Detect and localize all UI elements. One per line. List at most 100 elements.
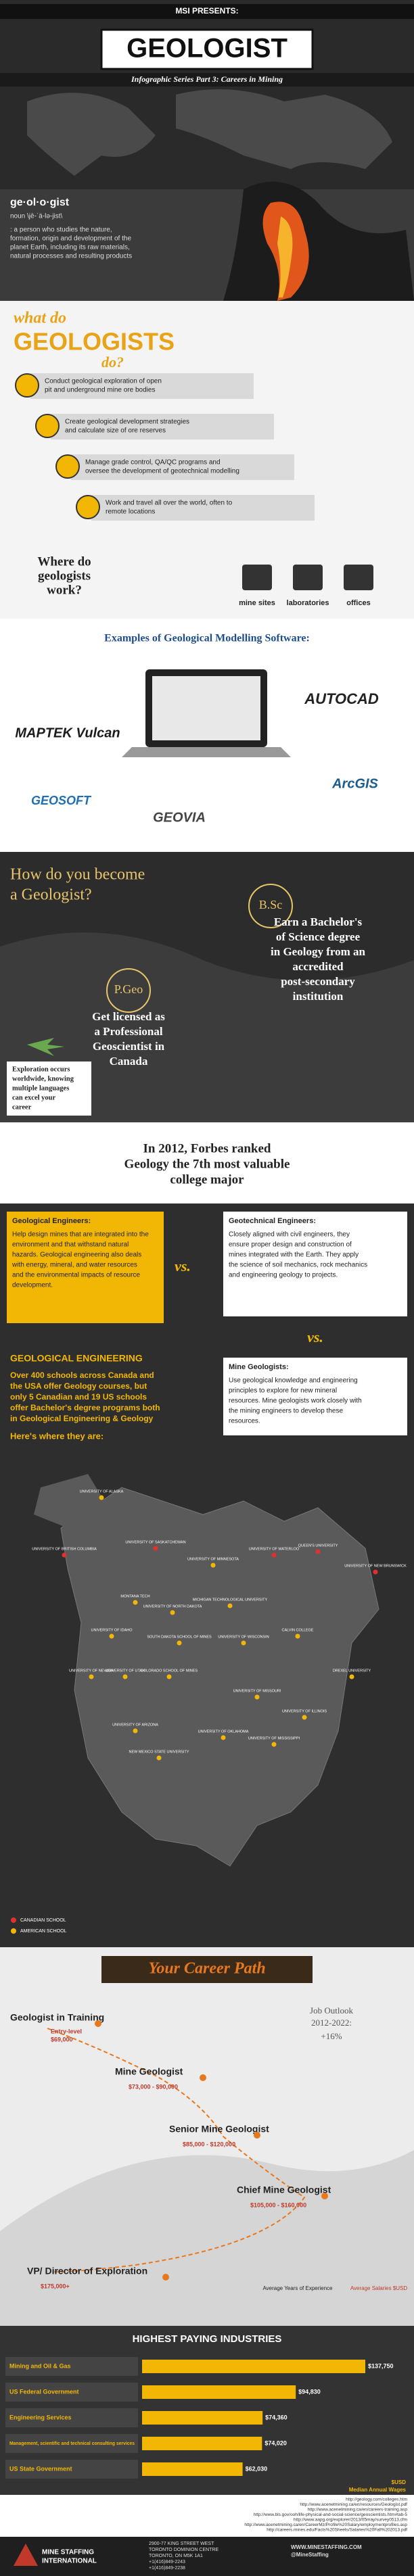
logo-icon (14, 2544, 38, 2566)
school-label: UNIVERSITY OF BRITISH COLUMBIA (32, 1547, 97, 1551)
school-label: UNIVERSITY OF ARIZONA (112, 1723, 158, 1727)
comparison-text: development. (12, 1282, 53, 1289)
footer-bg (0, 2537, 414, 2576)
duty-icon (15, 373, 39, 398)
title-box (100, 28, 314, 70)
school-dot (177, 1640, 182, 1646)
stage-pay: $105,000 - $160,000 (250, 2201, 306, 2208)
industry-bar (142, 2437, 262, 2450)
duty-bar (30, 373, 254, 399)
school-dot (241, 1640, 246, 1646)
definition-line: formation, origin and development of the (10, 235, 131, 243)
school-label: UNIVERSITY OF NEW BRUNSWICK (344, 1564, 407, 1568)
school-dot (89, 1674, 94, 1679)
comparison-text: Closely aligned with civil engineers, th… (229, 1231, 350, 1239)
step-text: Canada (110, 1055, 148, 1068)
software-logo: AUTOCAD (304, 690, 379, 707)
career-path-line (47, 2028, 306, 2272)
stage-title: Mine Geologist (115, 2066, 183, 2077)
workplaces-heading: geologists (38, 569, 91, 583)
comparison-text: resources. Mine geologists work closely … (229, 1398, 362, 1405)
school-label: UNIVERSITY OF NORTH DAKOTA (143, 1604, 202, 1608)
industry-label-bg (5, 2408, 138, 2427)
career-legend: Average Salaries $USD (350, 2285, 408, 2291)
comparison-text: ensure proper design and construction of (229, 1241, 352, 1249)
comparison-text: the science of soil mechanics, rock mech… (229, 1262, 367, 1269)
comparison-title: Geological Engineers: (12, 1217, 91, 1225)
web-line: WWW.MINESTAFFING.COM (291, 2544, 362, 2550)
comparison-title: Geotechnical Engineers: (229, 1217, 316, 1225)
industry-label-bg (5, 2383, 138, 2402)
school-dot (166, 1674, 172, 1679)
workplaces-heading: Where do (37, 554, 91, 569)
industry-value: $62,030 (246, 2465, 268, 2472)
school-dot (271, 1552, 277, 1558)
definition-line: planet Earth, including its raw material… (10, 244, 130, 252)
workplaces-heading: work? (47, 583, 82, 597)
laptop-base (122, 747, 291, 757)
outlook: 2012-2022: (311, 2018, 352, 2028)
industries-unit: $USD (392, 2479, 407, 2485)
outlook: Job Outlook (310, 2005, 353, 2016)
step-label: B.Sc (259, 898, 283, 911)
school-label: UNIVERSITY OF OKLAHOMA (198, 1730, 249, 1734)
mine-landscape (0, 2150, 414, 2326)
industry-bar (142, 2411, 263, 2425)
software-logo: MAPTEK Vulcan (15, 725, 120, 740)
step-text: post-secondary (281, 975, 355, 988)
career-title: Your Career Path (148, 1960, 265, 1978)
schools-text: in Geological Engineering & Geology (10, 1414, 154, 1423)
school-dot (349, 1674, 354, 1679)
step-text: Get licensed as (92, 1010, 165, 1023)
step-label: P.Geo (114, 982, 143, 996)
vs-label: vs. (175, 1258, 191, 1274)
school-dot (373, 1569, 378, 1575)
industry-label-bg (5, 2460, 138, 2479)
outlook: +16% (321, 2031, 342, 2041)
web-line: @MineStaffing (291, 2552, 329, 2558)
presents-bar (0, 4, 414, 19)
duty-bar (91, 495, 315, 521)
note-box (7, 1062, 91, 1116)
presents: MSI PRESENTS: (175, 6, 238, 16)
industry-bar (142, 2462, 243, 2476)
step-text: of Science degree (276, 930, 361, 943)
duty-text: remote locations (106, 508, 155, 516)
step-text: a Professional (94, 1025, 162, 1038)
industry-value: $94,830 (298, 2388, 321, 2395)
step-text: Geoscientist in (93, 1040, 165, 1053)
source-link: http://www.acenetmining.ca/en/careers-tr… (308, 2508, 408, 2512)
source-link: http://www.acenetmining.ca/en/resources/… (300, 2502, 407, 2507)
subtitle: Infographic Series Part 3: Careers in Mi… (131, 74, 283, 84)
comparison-text: and engineering geology to projects. (229, 1272, 338, 1279)
schools-text: only 5 Canadian and 19 US schools (10, 1392, 147, 1402)
definition-line: : a person who studies the nature, (10, 226, 112, 234)
comparison-title: Mine Geologists: (229, 1363, 289, 1371)
industry-value: $137,750 (368, 2362, 394, 2369)
duty-bar (51, 414, 274, 439)
school-label: QUEEN'S UNIVERSITY (298, 1544, 338, 1548)
duty-text: Conduct geological exploration of open (45, 378, 162, 385)
school-label: UNIVERSITY OF NEVADA (69, 1669, 114, 1673)
lava-glow (277, 216, 293, 297)
comparison-text: environment and that withstand natural (12, 1241, 129, 1249)
school-dot (133, 1728, 138, 1734)
industries-heading: HIGHEST PAYING INDUSTRIES (133, 2333, 282, 2345)
industry-label: US Federal Government (9, 2388, 79, 2395)
industry-value: $74,360 (265, 2414, 288, 2420)
comparison-text: principles to explore for new mineral (229, 1387, 337, 1395)
school-dot (109, 1633, 114, 1639)
schools-heading: GEOLOGICAL ENGINEERING (10, 1353, 143, 1364)
school-dot (62, 1552, 67, 1558)
stage-title: Geologist in Training (10, 2012, 104, 2023)
comparison-text: resources. (229, 1418, 260, 1425)
address-line: 2900-77 KING STREET WEST (149, 2542, 214, 2546)
stage-pay: $69,000 (51, 2036, 73, 2043)
comparison-text: the mining engineers to develop these (229, 1408, 343, 1415)
duty-bar (71, 454, 294, 480)
forbes-text: college major (170, 1172, 244, 1187)
duty-icon (55, 454, 80, 479)
school-label: SOUTH DAKOTA SCHOOL OF MINES (147, 1635, 212, 1639)
stage-dot (162, 2274, 169, 2281)
stage-title: Chief Mine Geologist (237, 2185, 331, 2195)
